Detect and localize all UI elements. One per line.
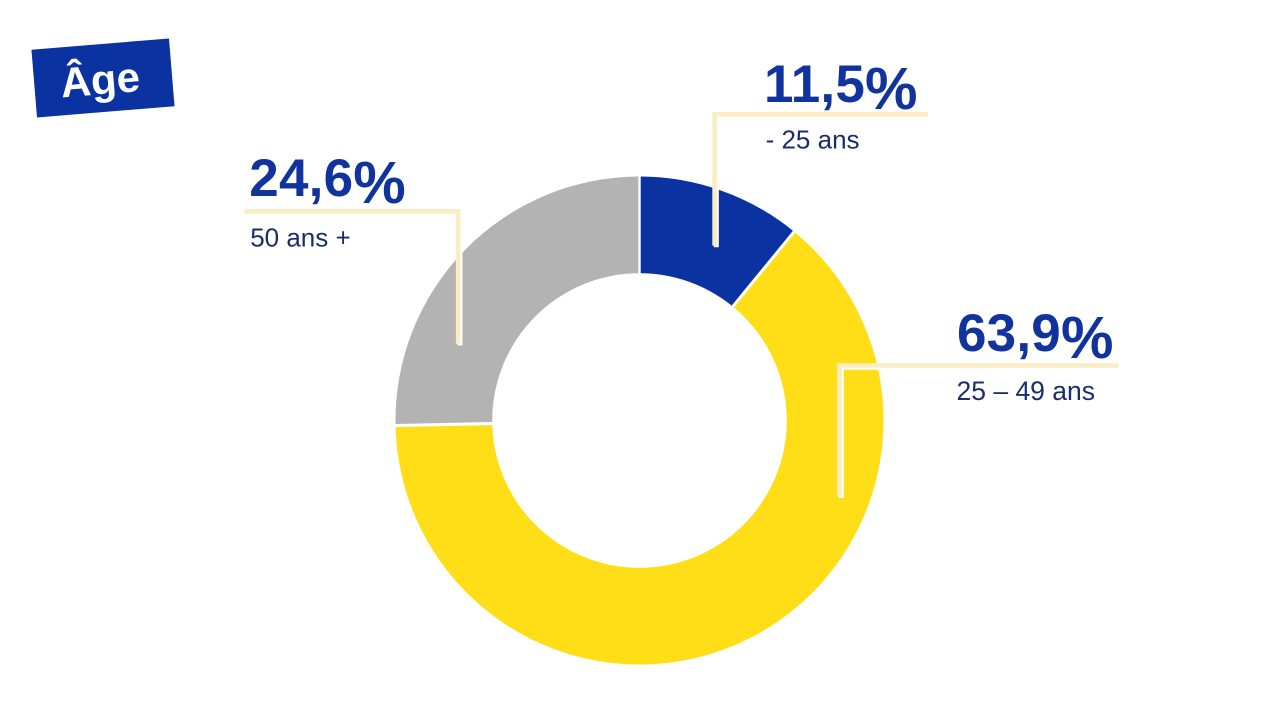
svg-text:11,5%: 11,5%	[764, 55, 918, 122]
svg-text:63,9%: 63,9%	[957, 304, 1114, 371]
svg-text:- 25 ans: - 25 ans	[766, 125, 860, 155]
svg-text:24,6%: 24,6%	[249, 149, 406, 216]
svg-text:25 – 49 ans: 25 – 49 ans	[957, 376, 1096, 406]
svg-text:50 ans +: 50 ans +	[250, 223, 350, 253]
